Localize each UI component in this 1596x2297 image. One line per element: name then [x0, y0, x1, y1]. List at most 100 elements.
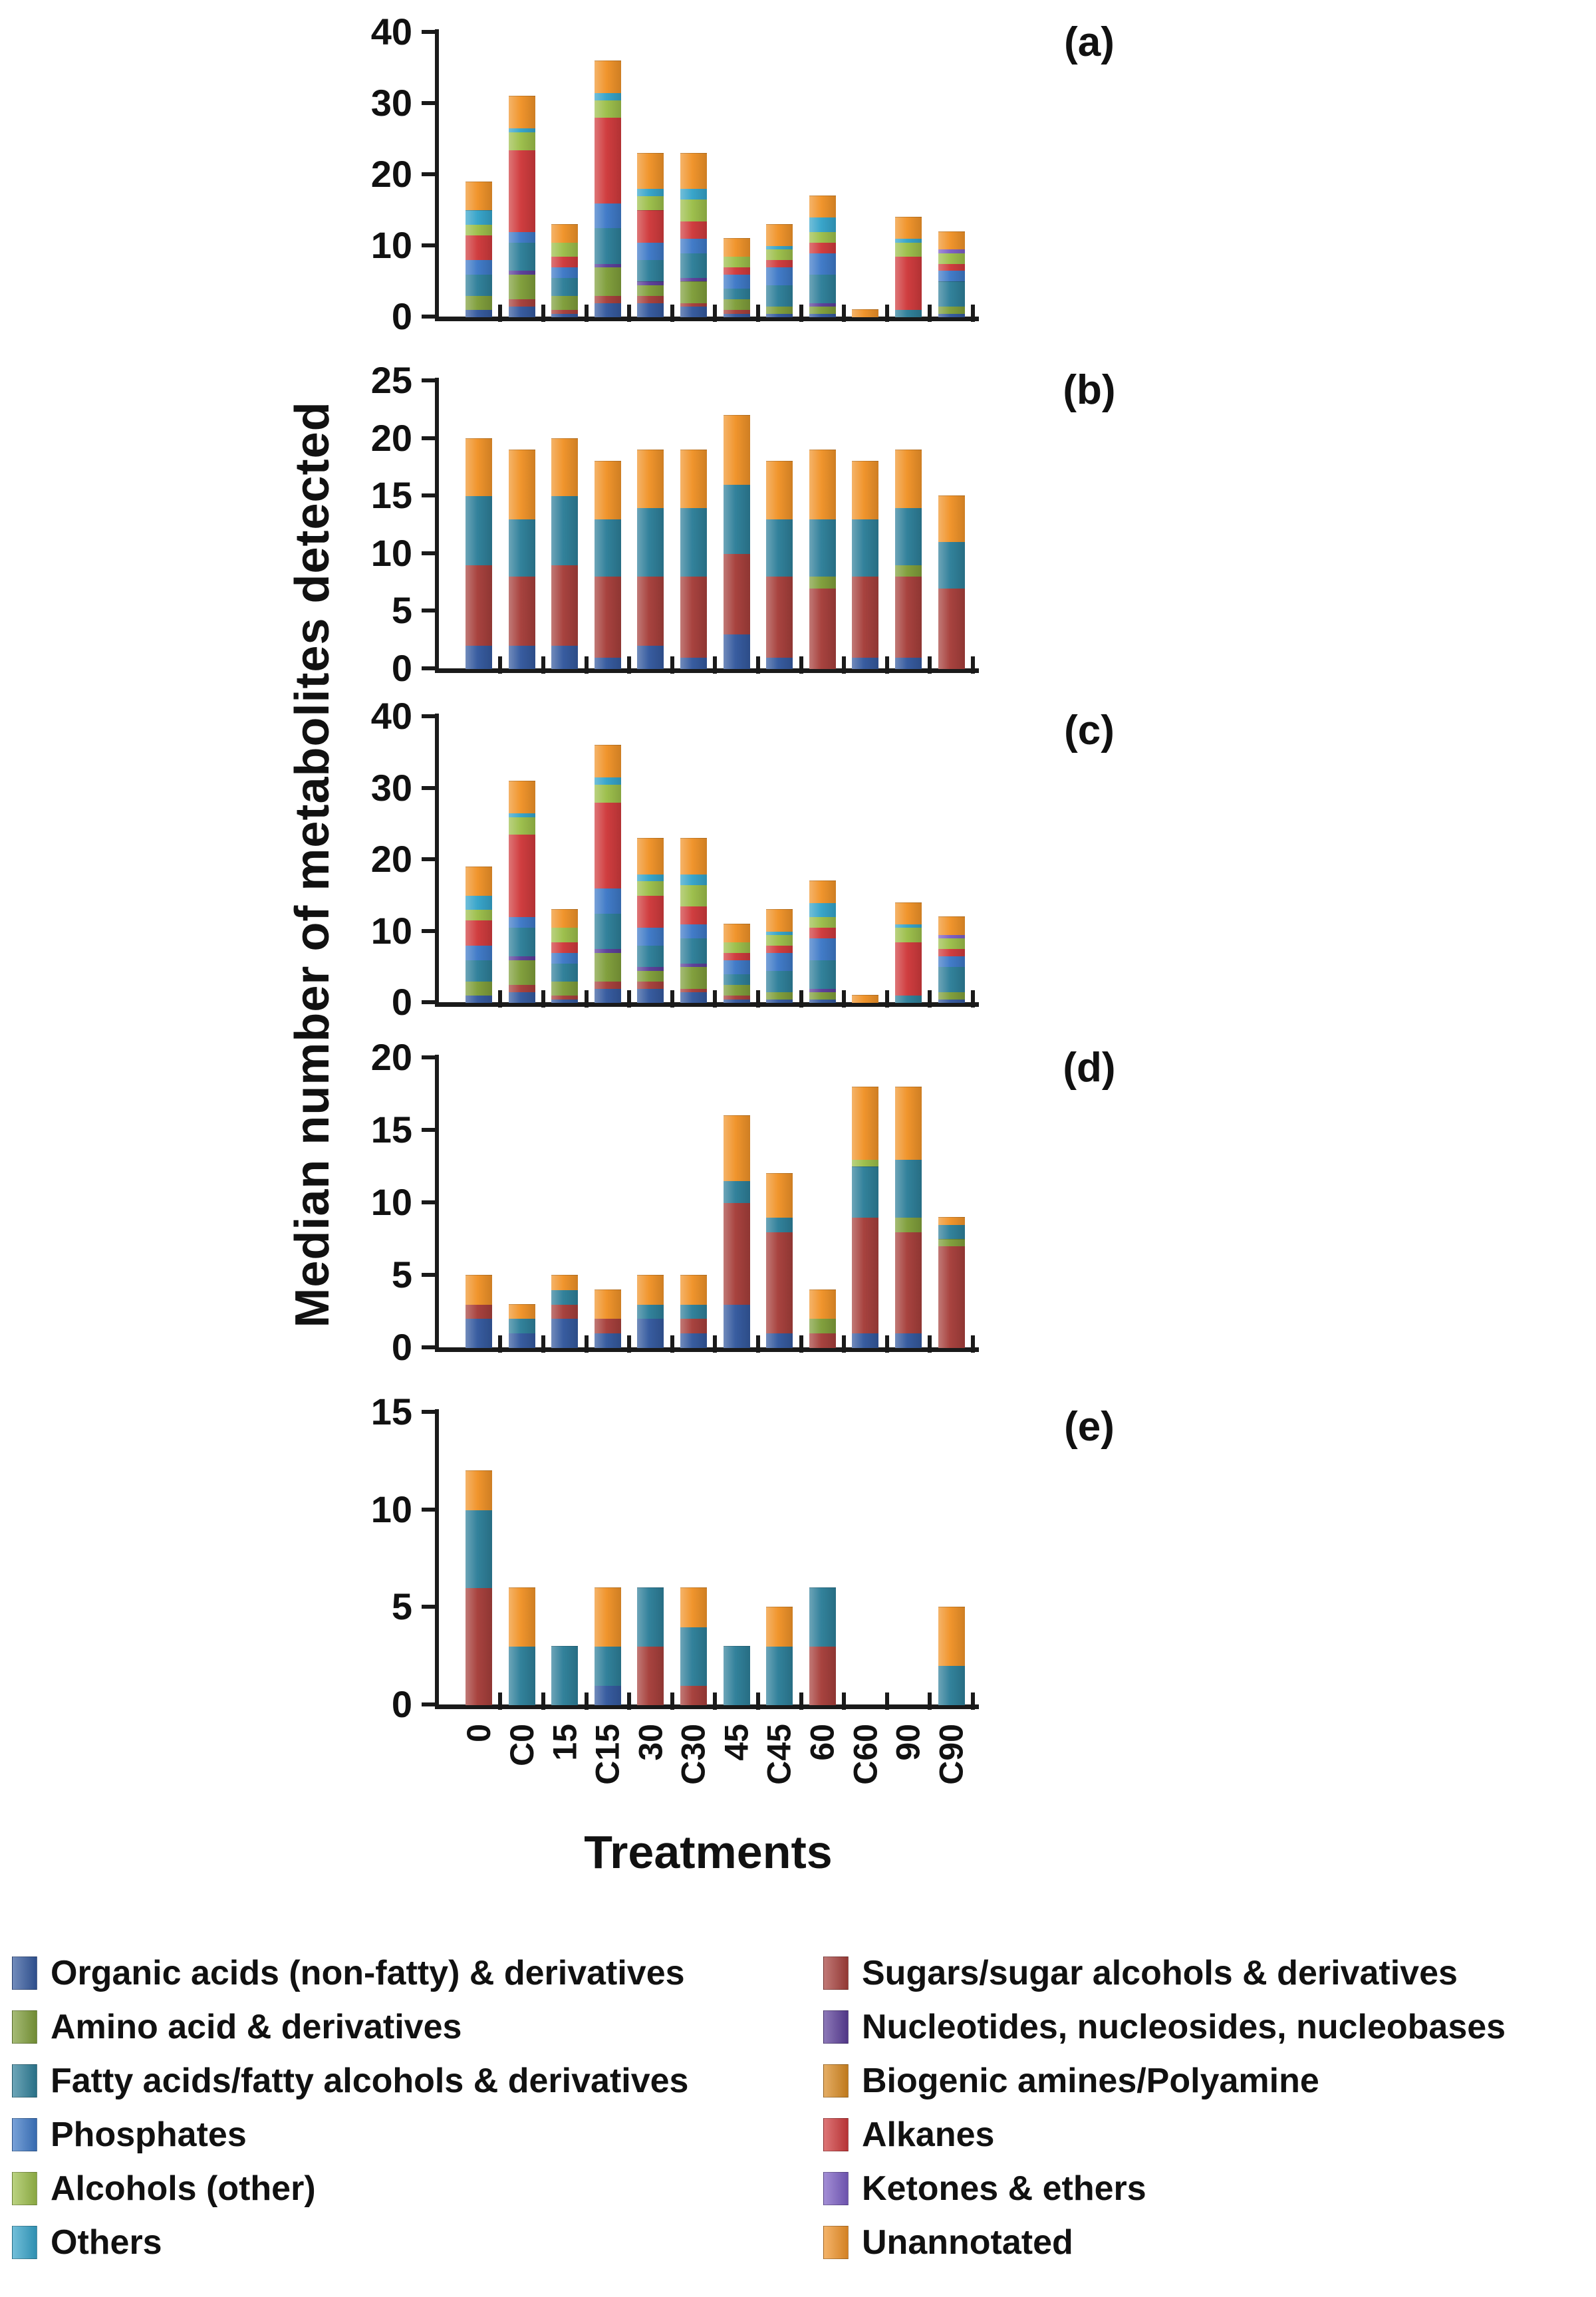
bar-segment	[895, 507, 922, 566]
bar-segment	[938, 305, 965, 314]
x-axis-label-30: 30	[632, 1724, 670, 1761]
panel-label-c: (c)	[1064, 708, 1115, 753]
bar-segment	[895, 1231, 922, 1334]
y-tick	[422, 928, 436, 933]
x-tick	[970, 1335, 975, 1353]
y-tick-label: 15	[370, 1109, 412, 1150]
bar-segment	[637, 970, 664, 982]
bar-segment	[551, 241, 579, 257]
bar-segment	[766, 991, 793, 1000]
bar-segment	[809, 518, 836, 577]
bar-segment	[466, 181, 492, 211]
bar-segment	[938, 1246, 965, 1348]
bar-segment	[680, 507, 707, 577]
bar-segment	[466, 1470, 492, 1510]
bar-segment	[466, 1303, 492, 1319]
bar-segment	[895, 256, 922, 311]
bar-segment	[766, 1333, 793, 1348]
x-tick	[584, 305, 589, 322]
legend-item: Amino acid & derivatives	[12, 2006, 462, 2048]
bar-segment	[637, 1318, 664, 1348]
x-tick	[498, 990, 503, 1008]
bar-segment	[508, 231, 535, 243]
legend-swatch-icon	[12, 2172, 37, 2205]
y-tick-label: 10	[370, 224, 412, 266]
x-tick	[670, 990, 674, 1008]
bar-segment	[895, 565, 922, 577]
bar-segment	[680, 1333, 707, 1348]
bar-segment	[895, 1158, 922, 1218]
bar-segment	[809, 991, 836, 1000]
bar-segment	[852, 309, 879, 317]
y-tick	[422, 30, 436, 34]
bar-segment	[680, 220, 707, 239]
y-tick	[422, 436, 436, 440]
bar-segment	[508, 991, 535, 1003]
legend-label: Nucleotides, nucleosides, nucleobases	[862, 2008, 1506, 2046]
panel-label-e: (e)	[1064, 1404, 1115, 1450]
bar-segment	[809, 273, 836, 303]
y-tick	[422, 493, 436, 498]
bar-segment	[594, 92, 621, 100]
bar-segment	[637, 295, 664, 303]
x-tick	[755, 656, 760, 674]
bar-segment	[938, 1607, 965, 1667]
bar-segment	[466, 995, 492, 1003]
bar-segment	[680, 1587, 707, 1627]
bar-segment	[809, 1289, 836, 1319]
bar-segment	[723, 553, 750, 635]
legend-item: Ketones & ethers	[823, 2167, 1146, 2210]
bar-segment	[895, 995, 922, 1003]
bar-segment	[551, 645, 579, 669]
y-tick-label: 40	[370, 695, 412, 737]
legend-label: Phosphates	[51, 2115, 247, 2154]
bar-segment	[723, 923, 750, 942]
bar-segment	[466, 1509, 492, 1588]
y-tick-label: 20	[370, 1036, 412, 1078]
bar-segment	[938, 916, 965, 935]
y-tick	[422, 101, 436, 105]
x-tick	[799, 1335, 803, 1353]
x-axis-label-C90: C90	[932, 1724, 970, 1785]
bar-segment	[809, 1646, 836, 1705]
bar-segment	[466, 259, 492, 275]
y-tick-label: 20	[370, 416, 412, 459]
bar-segment	[723, 941, 750, 953]
bar-segment	[680, 1626, 707, 1686]
bar-segment	[938, 1238, 965, 1247]
bar-segment	[852, 1216, 879, 1334]
x-tick	[670, 1692, 674, 1710]
bar-segment	[466, 866, 492, 896]
x-tick	[842, 1335, 847, 1353]
y-tick-label: 20	[370, 838, 412, 880]
x-tick	[842, 305, 847, 322]
bar-segment	[551, 927, 579, 942]
bar-segment	[594, 656, 621, 669]
bar-segment	[594, 295, 621, 303]
bar-segment	[551, 565, 579, 646]
bar-segment	[895, 217, 922, 239]
y-tick	[422, 315, 436, 319]
bar-segment	[594, 1646, 621, 1686]
bar-segment	[594, 227, 621, 264]
bar-segment	[895, 241, 922, 257]
bar-segment	[508, 916, 535, 928]
bar-segment	[680, 905, 707, 924]
legend-item: Alcohols (other)	[12, 2167, 316, 2210]
bar-segment	[895, 941, 922, 996]
legend-swatch-icon	[823, 2226, 849, 2259]
bar-segment	[938, 541, 965, 589]
bar-segment	[637, 894, 664, 928]
bar-segment	[766, 1173, 793, 1218]
y-tick	[422, 785, 436, 790]
bar-segment	[594, 267, 621, 296]
bar-segment	[637, 880, 664, 896]
x-tick	[842, 1692, 847, 1710]
y-tick-label: 15	[370, 474, 412, 517]
x-tick	[884, 1335, 889, 1353]
bar-segment	[680, 873, 707, 885]
y-tick-label: 25	[370, 359, 412, 401]
x-tick	[755, 1335, 760, 1353]
x-tick	[627, 990, 632, 1008]
bar-segment	[637, 945, 664, 968]
